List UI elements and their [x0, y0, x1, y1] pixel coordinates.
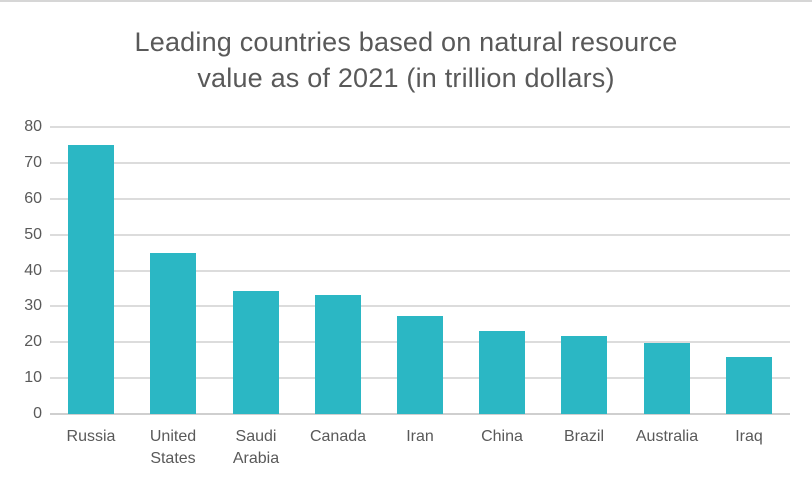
y-axis-tick-label: 0	[33, 405, 42, 422]
chart-title-line-2: value as of 2021 (in trillion dollars)	[197, 63, 615, 93]
y-axis-tick-label: 50	[24, 226, 42, 243]
x-axis-label-russia: Russia	[66, 428, 116, 445]
gridline	[50, 198, 790, 200]
x-axis-label-united-states: United States	[149, 428, 197, 467]
chart-title-line-1: Leading countries based on natural resou…	[134, 27, 678, 57]
x-axis-label-australia: Australia	[635, 428, 699, 445]
gridline	[50, 305, 790, 307]
plot-area	[50, 126, 790, 415]
bar-iran	[397, 316, 443, 414]
x-axis-label-iraq: Iraq	[735, 428, 763, 445]
chart-title: Leading countries based on natural resou…	[0, 24, 812, 96]
gridline	[50, 270, 790, 272]
x-axis-line	[50, 413, 790, 415]
y-axis-tick-label: 10	[24, 369, 42, 386]
y-axis-tick-label: 80	[24, 118, 42, 135]
gridline	[50, 234, 790, 236]
x-axis-label-saudi-arabia: Saudi Arabia	[232, 428, 280, 467]
bar-united-states	[150, 253, 196, 414]
gridline	[50, 126, 790, 128]
y-axis-tick-label: 70	[24, 154, 42, 171]
x-axis-label-brazil: Brazil	[563, 428, 604, 445]
bar-australia	[644, 343, 690, 414]
y-axis-tick-label: 40	[24, 262, 42, 279]
bar-iraq	[726, 357, 772, 414]
y-axis-tick-label: 30	[24, 297, 42, 314]
bar-russia	[68, 145, 114, 414]
bar-saudi-arabia	[233, 291, 279, 414]
x-axis-label-iran: Iran	[406, 428, 434, 445]
y-axis-tick-label: 60	[24, 190, 42, 207]
y-axis-tick-label: 20	[24, 333, 42, 350]
bar-brazil	[561, 336, 607, 414]
bar-canada	[315, 295, 361, 414]
gridline	[50, 162, 790, 164]
bar-china	[479, 331, 525, 414]
x-axis-label-canada: Canada	[309, 428, 367, 445]
x-axis-label-china: China	[481, 428, 523, 445]
